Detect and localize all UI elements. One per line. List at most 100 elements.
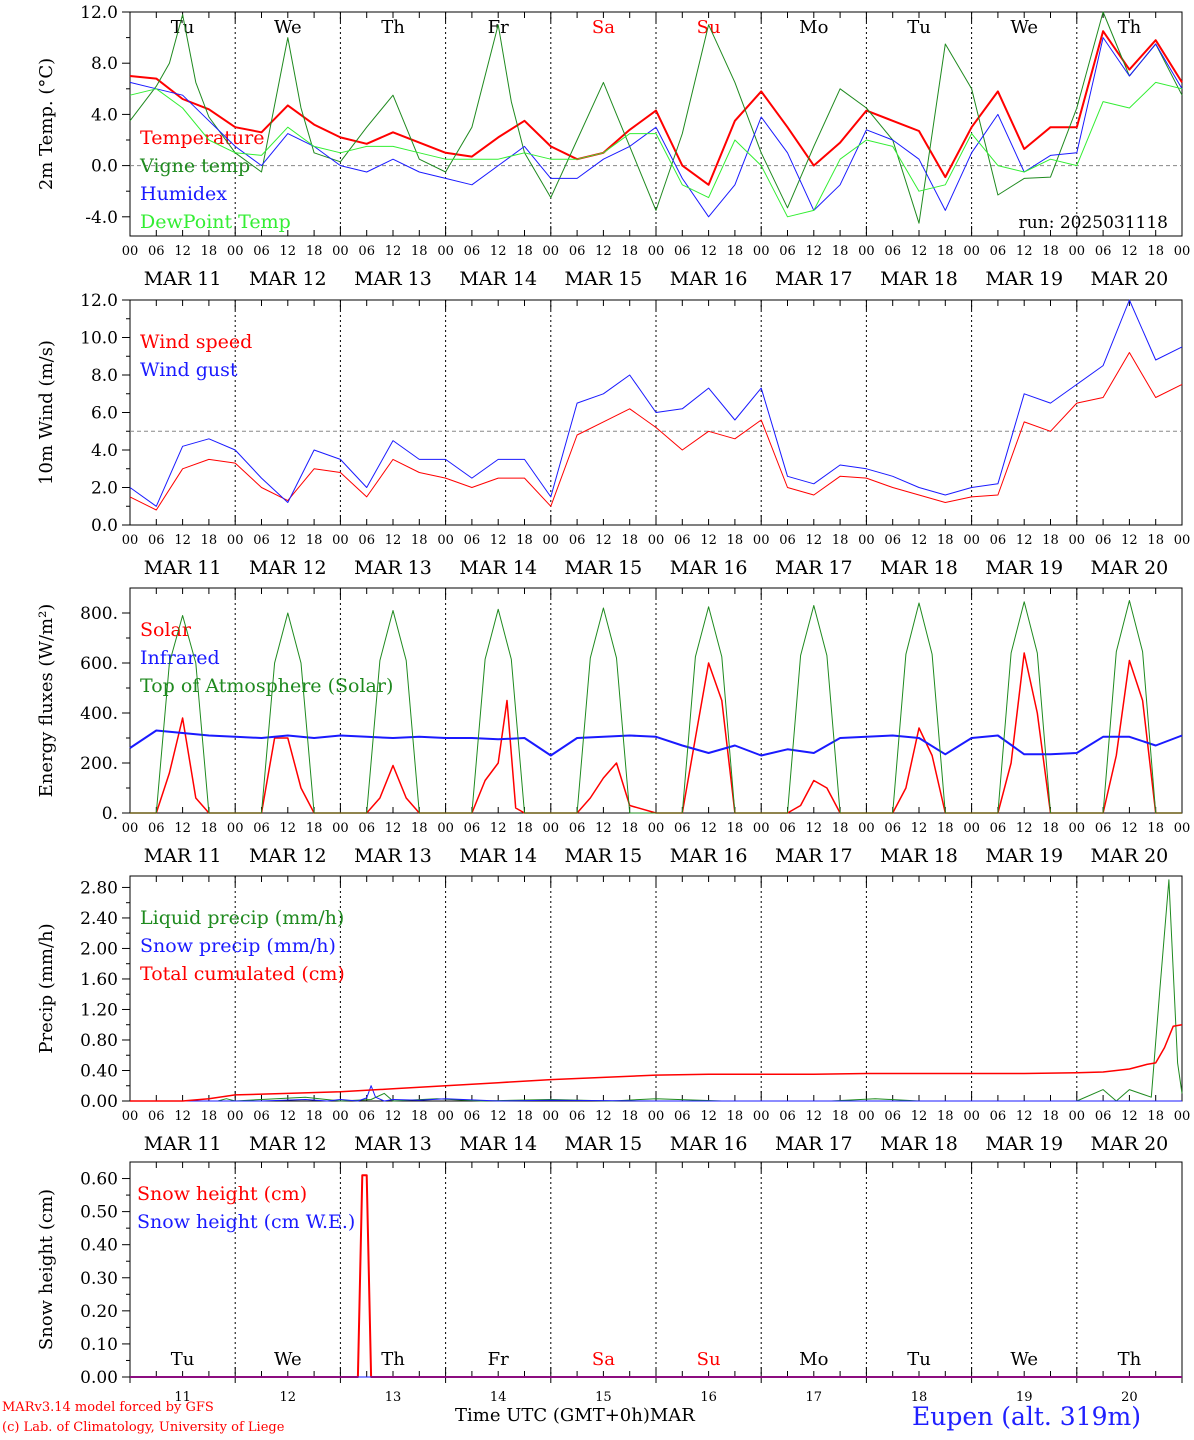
series-line-vigne-temp <box>129 11 1183 224</box>
x-day-number: 17 <box>806 1390 823 1405</box>
legend-entry: DewPoint Temp <box>140 211 291 233</box>
x-hour-label: 00 <box>648 1109 665 1124</box>
x-day-number: 12 <box>280 1390 297 1405</box>
legend-entry: Top of Atmosphere (Solar) <box>140 675 393 697</box>
y-tick-label: 0.60 <box>80 1170 118 1190</box>
x-hour-label: 00 <box>227 1109 244 1124</box>
x-hour-label: 00 <box>1069 821 1086 836</box>
x-hour-label: 12 <box>700 1109 717 1124</box>
x-hour-label: 06 <box>674 821 691 836</box>
x-day-number: 13 <box>385 1390 402 1405</box>
weekday-label: We <box>1010 17 1038 38</box>
weekday-label: Sa <box>592 17 615 38</box>
x-hour-label: 12 <box>911 244 928 259</box>
y-tick-label: 8.0 <box>91 54 118 74</box>
legend-entry: Humidex <box>140 183 227 205</box>
weekday-label: Su <box>697 1349 721 1370</box>
x-hour-label: 18 <box>411 1109 428 1124</box>
x-hour-label: 12 <box>1016 1109 1033 1124</box>
x-hour-label: 00 <box>963 533 980 548</box>
x-hour-label: 06 <box>253 1109 270 1124</box>
run-label: run: 2025031118 <box>1019 213 1168 233</box>
x-hour-label: 06 <box>1095 244 1112 259</box>
y-tick-label: 0.50 <box>80 1203 118 1223</box>
x-hour-label: 18 <box>727 821 744 836</box>
y-axis-label: 2m Temp. (°C) <box>36 58 57 190</box>
x-hour-label: 06 <box>779 533 796 548</box>
x-day-number: 20 <box>1121 1390 1138 1405</box>
series-line-solar <box>130 652 1182 814</box>
x-hour-label: 18 <box>937 244 954 259</box>
x-date-label: MAR 11 <box>144 1133 222 1155</box>
x-hour-label: 18 <box>1042 1109 1059 1124</box>
x-hour-label: 06 <box>884 1109 901 1124</box>
y-tick-label: 2.00 <box>80 939 118 959</box>
x-hour-label: 06 <box>779 244 796 259</box>
x-day-number: 18 <box>911 1390 928 1405</box>
x-hour-label: 06 <box>884 533 901 548</box>
x-hour-label: 18 <box>937 821 954 836</box>
x-hour-label: 12 <box>280 821 297 836</box>
series-line-infrared <box>129 729 1183 757</box>
x-hour-label: 12 <box>490 1109 507 1124</box>
x-date-label: MAR 13 <box>354 1133 432 1155</box>
x-hour-label: 12 <box>174 533 191 548</box>
legend-entry: Temperature <box>140 127 264 149</box>
x-hour-label: 18 <box>201 821 218 836</box>
y-tick-label: 12.0 <box>80 3 118 23</box>
x-hour-label: 00 <box>963 244 980 259</box>
x-date-label: MAR 20 <box>1091 1133 1169 1155</box>
x-hour-label: 12 <box>1121 533 1138 548</box>
y-tick-label: 10.0 <box>80 329 118 349</box>
x-hour-label: 12 <box>1016 821 1033 836</box>
panel-energy: 800. 600. 400. 200. 0. Energy fluxes (W/m²) 00… <box>36 587 1191 867</box>
weekday-label: Th <box>1118 17 1142 38</box>
x-hour-label: 06 <box>1095 1109 1112 1124</box>
x-hour-label: 18 <box>727 244 744 259</box>
x-hour-label: 12 <box>385 1109 402 1124</box>
x-hour-label: 12 <box>700 533 717 548</box>
x-date-label: MAR 12 <box>249 557 327 579</box>
x-hour-label: 06 <box>253 533 270 548</box>
x-hour-label: 12 <box>385 533 402 548</box>
x-hour-label: 18 <box>516 1109 533 1124</box>
weekday-label: We <box>1010 1349 1038 1370</box>
x-date-label: MAR 19 <box>985 557 1063 579</box>
x-hour-label: 12 <box>806 1109 823 1124</box>
x-hour-label: 18 <box>516 244 533 259</box>
x-hour-label: 00 <box>858 821 875 836</box>
x-hour-label: 00 <box>1174 244 1191 259</box>
x-hour-label: 00 <box>543 1109 560 1124</box>
x-hour-label: 12 <box>806 533 823 548</box>
x-hour-label: 06 <box>779 1109 796 1124</box>
x-hour-label: 06 <box>884 244 901 259</box>
x-hour-label: 00 <box>1174 821 1191 836</box>
x-hour-label: 18 <box>727 1109 744 1124</box>
x-date-label: MAR 18 <box>880 845 958 867</box>
x-hour-label: 00 <box>543 244 560 259</box>
x-hour-label: 00 <box>122 533 139 548</box>
weekday-label: Tu <box>907 1349 931 1370</box>
x-date-label: MAR 14 <box>459 557 537 579</box>
x-date-label: MAR 11 <box>144 845 222 867</box>
weekday-label: Tu <box>907 17 931 38</box>
x-date-label: MAR 15 <box>565 557 643 579</box>
x-hour-label: 12 <box>911 821 928 836</box>
station-label: Eupen (alt. 319m) <box>912 1402 1141 1431</box>
x-hour-label: 00 <box>122 1109 139 1124</box>
y-tick-label: 200. <box>80 754 118 774</box>
x-hour-label: 18 <box>1147 1109 1164 1124</box>
x-hour-label: 06 <box>253 821 270 836</box>
x-hour-label: 12 <box>1121 821 1138 836</box>
x-hour-label: 18 <box>621 1109 638 1124</box>
x-hour-label: 00 <box>1069 244 1086 259</box>
x-date-label: MAR 12 <box>249 268 327 290</box>
weekday-label: We <box>274 1349 302 1370</box>
panel-temp: 12.0 8.0 4.0 0.0 -4.0 2m Temp. (°C) 00 06 12 18 00… <box>36 3 1190 290</box>
x-date-label: MAR 19 <box>985 268 1063 290</box>
y-tick-label: 12.0 <box>80 291 118 311</box>
x-hour-label: 18 <box>621 244 638 259</box>
series-line-snow-height-cm- <box>130 1174 1182 1378</box>
x-hour-label: 06 <box>990 1109 1007 1124</box>
x-hour-label: 00 <box>122 821 139 836</box>
